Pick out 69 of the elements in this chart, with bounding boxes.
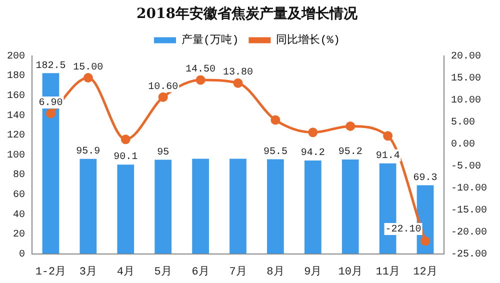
data-label: 15.00	[73, 62, 104, 74]
data-label: 69.3	[413, 172, 438, 184]
x-tick-label: 10月	[338, 265, 362, 278]
x-tick-label: 9月	[304, 265, 322, 278]
chart-title: 2018年安徽省焦炭产量及增长情况	[136, 5, 358, 22]
y-tick-label: 0	[18, 249, 26, 260]
point	[233, 78, 243, 88]
y2-tick-label: -20.00	[450, 227, 488, 238]
point	[270, 115, 280, 125]
x-tick-label: 7月	[229, 265, 247, 278]
data-label: 13.80	[222, 68, 254, 79]
x-tick-label: 8月	[266, 265, 284, 278]
bar	[80, 158, 97, 254]
x-tick-label: 12月	[413, 265, 438, 278]
data-label: 95.5	[263, 146, 288, 158]
y2-tick-label: -10.00	[450, 183, 488, 194]
point	[120, 134, 130, 144]
data-label: 94.2	[300, 148, 325, 160]
bar	[267, 159, 284, 254]
point	[196, 75, 206, 85]
point	[83, 73, 93, 83]
y2-tick-label: 10.00	[450, 95, 482, 106]
bar	[304, 160, 322, 254]
point	[46, 108, 56, 118]
data-label: 14.50	[186, 64, 216, 76]
y-tick-label: 160	[6, 91, 26, 102]
y2-tick-label: -15.00	[450, 205, 488, 216]
point	[158, 92, 168, 102]
data-label: 91.4	[376, 150, 400, 162]
bar	[117, 164, 134, 254]
y-tick-label: 40	[12, 210, 26, 221]
y2-tick-label: 15.00	[450, 73, 482, 84]
data-label: 182.5	[36, 60, 66, 72]
data-label: 95.2	[338, 147, 362, 158]
x-tick-label: 1-2月	[35, 265, 66, 278]
data-label: 90.1	[114, 152, 138, 164]
x-tick-label: 3月	[79, 265, 97, 278]
y-tick-label: 200	[6, 51, 26, 62]
data-label: 6.90	[38, 98, 63, 110]
bar	[342, 160, 359, 254]
bar	[230, 158, 246, 254]
y-tick-label: 20	[12, 230, 26, 241]
data-label: 10.60	[148, 82, 178, 93]
legend-label: 同比增长(%)	[276, 33, 340, 48]
x-tick-label: 5月	[154, 265, 172, 278]
y-tick-label: 180	[6, 71, 26, 82]
y-tick-label: 140	[6, 110, 26, 122]
bar	[154, 160, 172, 254]
data-label: -22.10	[385, 224, 422, 236]
data-label: 95	[157, 147, 170, 158]
x-tick-label: 4月	[116, 265, 134, 278]
x-tick-label: 6月	[192, 265, 210, 278]
y-tick-label: 60	[12, 190, 26, 202]
y2-tick-label: 20.00	[450, 51, 482, 62]
y-tick-label: 120	[6, 130, 26, 142]
x-tick-label: 11月	[376, 265, 400, 278]
y2-tick-label: 5.00	[450, 117, 476, 128]
y-tick-label: 80	[12, 170, 26, 182]
y-tick-label: 100	[6, 150, 26, 162]
y2-tick-label: -5.00	[450, 161, 482, 172]
legend-label: 产量(万吨)	[181, 33, 239, 48]
point	[346, 121, 356, 131]
bar	[192, 158, 209, 254]
point	[308, 128, 318, 138]
point	[420, 236, 430, 246]
y2-tick-label: 0.00	[450, 139, 476, 150]
point	[383, 131, 393, 141]
y2-tick-label: -25.00	[450, 249, 488, 260]
data-label: 95.9	[76, 146, 100, 158]
